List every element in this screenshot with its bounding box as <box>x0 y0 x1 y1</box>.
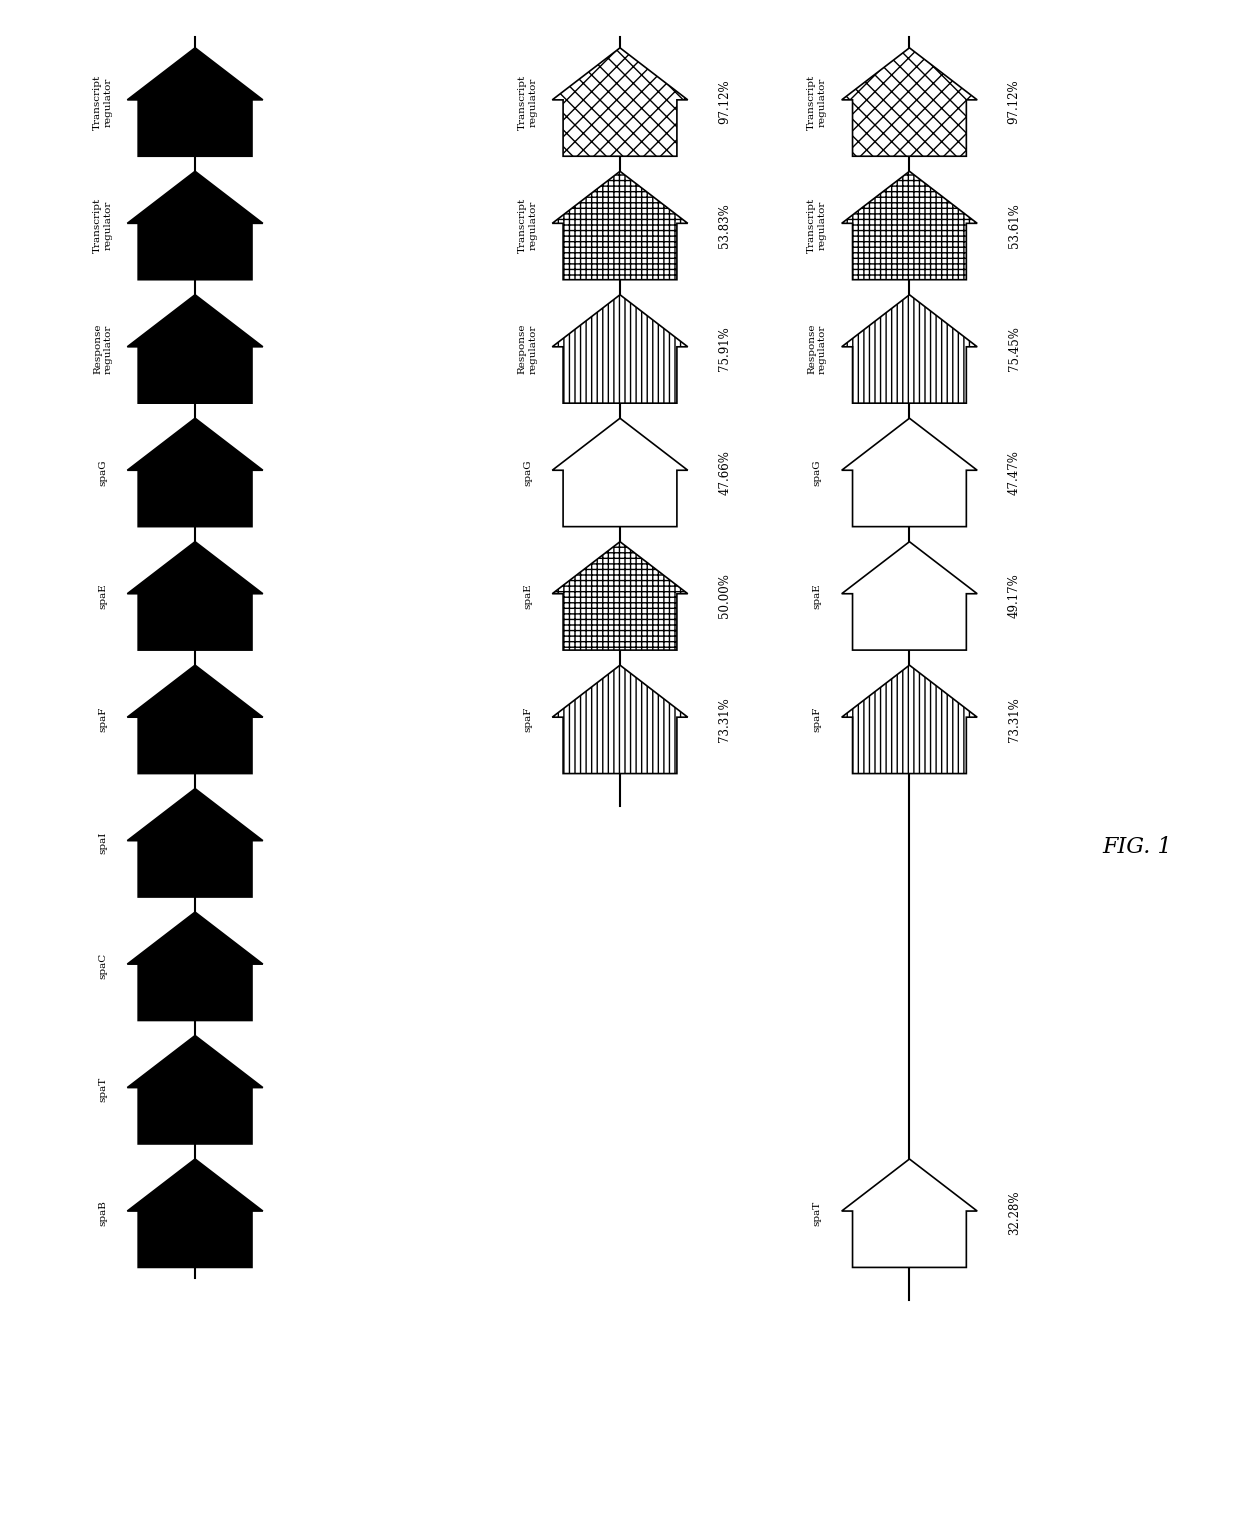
Text: Transcript
regulator: Transcript regulator <box>93 198 113 253</box>
Polygon shape <box>552 171 688 280</box>
Text: 53.83%: 53.83% <box>718 203 732 248</box>
Text: spaC: spaC <box>98 954 107 980</box>
Text: spaF: spaF <box>523 707 532 733</box>
Text: spaT: spaT <box>98 1076 107 1102</box>
Polygon shape <box>128 1036 263 1145</box>
Polygon shape <box>128 48 263 156</box>
Text: 53.61%: 53.61% <box>1008 203 1021 248</box>
Text: 32.28%: 32.28% <box>1008 1192 1021 1235</box>
Polygon shape <box>552 418 688 527</box>
Polygon shape <box>842 171 977 280</box>
Text: spaF: spaF <box>812 707 822 733</box>
Text: spaG: spaG <box>98 459 107 486</box>
Text: Response
regulator: Response regulator <box>93 324 113 374</box>
Text: Transcript
regulator: Transcript regulator <box>518 198 537 253</box>
Polygon shape <box>128 171 263 280</box>
Text: spaE: spaE <box>812 583 822 609</box>
Text: spaB: spaB <box>98 1201 107 1226</box>
Polygon shape <box>842 542 977 650</box>
Text: Transcript
regulator: Transcript regulator <box>518 74 537 130</box>
Text: spaG: spaG <box>812 459 822 486</box>
Polygon shape <box>552 665 688 774</box>
Polygon shape <box>128 1160 263 1267</box>
Polygon shape <box>842 665 977 774</box>
Polygon shape <box>842 48 977 156</box>
Text: 50.00%: 50.00% <box>718 574 732 618</box>
Text: spaF: spaF <box>98 707 107 733</box>
Text: Transcript
regulator: Transcript regulator <box>93 74 113 130</box>
Text: spaE: spaE <box>523 583 532 609</box>
Polygon shape <box>842 418 977 527</box>
Polygon shape <box>128 789 263 896</box>
Polygon shape <box>552 542 688 650</box>
Text: Transcript
regulator: Transcript regulator <box>807 198 827 253</box>
Polygon shape <box>128 542 263 650</box>
Polygon shape <box>842 295 977 403</box>
Text: Transcript
regulator: Transcript regulator <box>807 74 827 130</box>
Text: 47.66%: 47.66% <box>718 450 732 495</box>
Text: 75.91%: 75.91% <box>718 327 732 371</box>
Text: 49.17%: 49.17% <box>1008 574 1021 618</box>
Polygon shape <box>552 295 688 403</box>
Text: spaG: spaG <box>523 459 532 486</box>
Text: 73.31%: 73.31% <box>1008 696 1021 742</box>
Text: Response
regulator: Response regulator <box>518 324 537 374</box>
Text: 75.45%: 75.45% <box>1008 327 1021 371</box>
Polygon shape <box>128 295 263 403</box>
Polygon shape <box>552 48 688 156</box>
Polygon shape <box>128 665 263 774</box>
Text: spaE: spaE <box>98 583 107 609</box>
Text: spaT: spaT <box>812 1201 822 1226</box>
Polygon shape <box>128 418 263 527</box>
Text: 73.31%: 73.31% <box>718 696 732 742</box>
Polygon shape <box>842 1160 977 1267</box>
Text: 97.12%: 97.12% <box>1008 80 1021 124</box>
Text: FIG. 1: FIG. 1 <box>1102 836 1172 858</box>
Text: 47.47%: 47.47% <box>1008 450 1021 495</box>
Text: spaI: spaI <box>98 831 107 854</box>
Text: 97.12%: 97.12% <box>718 80 732 124</box>
Text: Response
regulator: Response regulator <box>807 324 827 374</box>
Polygon shape <box>128 911 263 1020</box>
